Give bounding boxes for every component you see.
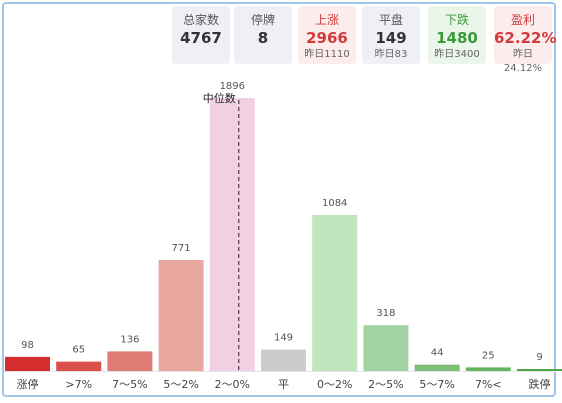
stat-up-yesterday: 昨日1110	[304, 49, 350, 60]
stat-profit-value: 62.22%	[494, 29, 557, 47]
stat-flat-label: 平盘	[378, 13, 403, 27]
bar-6	[312, 214, 358, 371]
category-label-6: 0～2%	[317, 378, 352, 391]
value-label-9: 25	[482, 350, 495, 361]
value-label-10: 9	[536, 352, 542, 363]
category-label-5: 平	[278, 378, 289, 391]
value-label-4: 1896	[220, 81, 245, 92]
stat-halted-card: 停牌 8	[234, 6, 292, 64]
category-label-2: 7～5%	[112, 378, 147, 391]
bar-8	[414, 364, 460, 371]
category-label-8: 5～7%	[419, 378, 454, 391]
category-label-4: 2～0%	[215, 378, 250, 391]
bar-2	[107, 351, 153, 371]
value-label-7: 318	[376, 308, 395, 319]
stat-flat-card: 平盘 149 昨日83	[362, 6, 420, 64]
value-label-3: 771	[172, 243, 191, 254]
bar-9	[465, 367, 511, 371]
value-label-1: 65	[72, 345, 85, 356]
bar-4	[209, 98, 255, 371]
value-label-8: 44	[431, 348, 444, 359]
stat-halted-value: 8	[257, 29, 269, 47]
stat-flat-value: 149	[375, 29, 407, 47]
value-label-6: 1084	[322, 198, 347, 209]
median-label: 中位数	[203, 91, 236, 105]
chart-frame	[2, 2, 556, 397]
stat-total-value: 4767	[180, 29, 222, 47]
value-label-0: 98	[21, 340, 34, 351]
bar-10	[517, 369, 562, 371]
category-label-0: 涨停	[17, 377, 39, 391]
bar-1	[56, 361, 102, 371]
stat-up-value: 2966	[306, 29, 348, 47]
bar-3	[158, 259, 204, 371]
category-label-10: 跌停	[529, 377, 551, 391]
stat-down-card: 下跌 1480 昨日3400	[428, 6, 486, 64]
stat-total-card: 总家数 4767	[172, 6, 230, 64]
stat-down-label: 下跌	[444, 13, 469, 27]
bar-7	[363, 325, 409, 371]
bar-5	[261, 349, 306, 371]
category-label-9: 7%<	[475, 378, 502, 391]
stat-profit-label: 盈利	[510, 13, 535, 27]
value-label-2: 136	[120, 334, 139, 345]
stat-total-label: 总家数	[182, 13, 219, 27]
category-label-1: >7%	[65, 378, 92, 391]
category-label-7: 2～5%	[368, 378, 403, 391]
stat-down-yesterday: 昨日3400	[434, 49, 480, 60]
bar-0	[5, 356, 50, 371]
stat-profit-yesterday: 昨日24.12%	[503, 49, 543, 74]
stat-flat-yesterday: 昨日83	[374, 49, 408, 60]
stat-up-label: 上涨	[314, 13, 339, 27]
stat-profit-card: 盈利 62.22% 昨日24.12%	[494, 6, 557, 74]
stat-halted-label: 停牌	[250, 13, 275, 27]
stat-up-card: 上涨 2966 昨日1110	[298, 6, 356, 64]
category-label-3: 5～2%	[163, 378, 198, 391]
value-label-5: 149	[274, 333, 293, 344]
stat-down-value: 1480	[436, 29, 478, 47]
